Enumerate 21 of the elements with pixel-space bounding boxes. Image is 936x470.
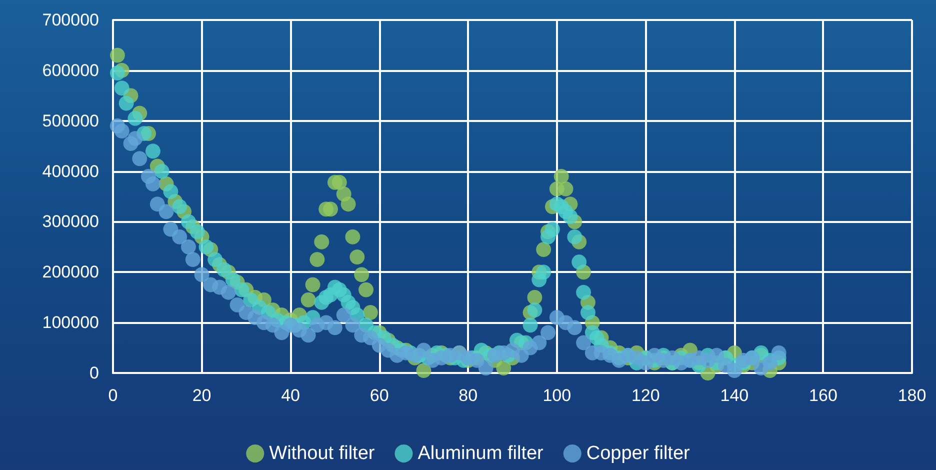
y-tick-label: 0 (90, 364, 99, 382)
y-tick-label: 700000 (42, 10, 99, 30)
x-tick-label: 60 (370, 386, 389, 405)
legend-label: Without filter (269, 443, 376, 464)
y-tick-label: 500000 (42, 111, 99, 130)
legend-label: Copper filter (586, 443, 691, 464)
x-tick-label: 160 (809, 386, 838, 405)
y-tick-label: 100000 (42, 313, 99, 332)
y-tick-label: 300000 (42, 212, 99, 232)
x-tick-label: 100 (542, 386, 572, 405)
x-tick-label: 20 (192, 386, 212, 405)
x-tick-label: 80 (458, 386, 478, 405)
x-tick-label: 0 (108, 386, 118, 405)
x-tick-label: 40 (281, 386, 300, 405)
x-tick-label: 140 (720, 386, 749, 405)
y-tick-label: 400000 (42, 162, 99, 181)
y-tick-label: 200000 (42, 262, 99, 282)
y-tick-label: 600000 (42, 60, 99, 80)
x-tick-label: 120 (631, 386, 660, 405)
x-tick-label: 180 (898, 386, 926, 405)
legend-label: Aluminum filter (418, 443, 544, 464)
